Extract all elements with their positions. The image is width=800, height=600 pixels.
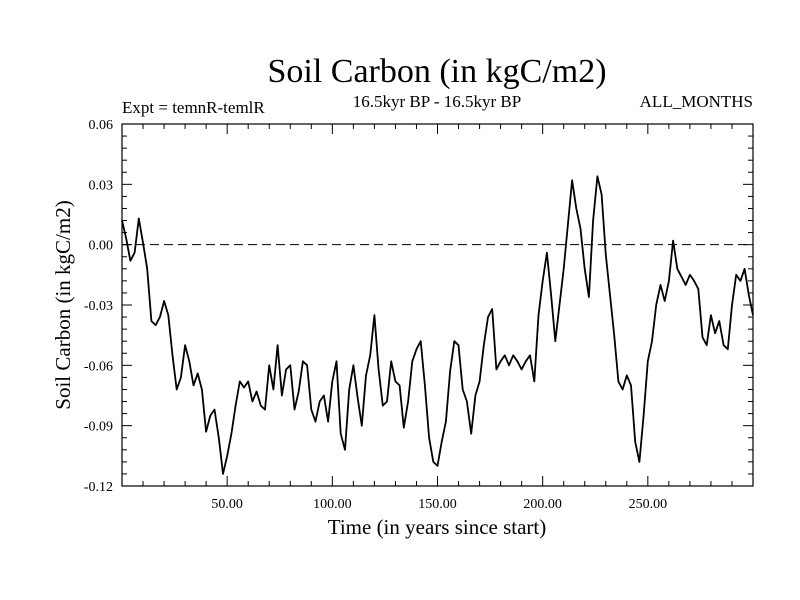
x-tick-label: 100.00 [313, 497, 352, 512]
y-tick-label: 0.06 [89, 118, 114, 133]
y-tick-label: 0.00 [89, 239, 114, 254]
y-axis-label: Soil Carbon (in kgC/m2) [51, 200, 75, 409]
x-axis-label: Time (in years since start) [328, 515, 547, 539]
x-tick-label: 50.00 [211, 497, 243, 512]
months-label: ALL_MONTHS [640, 92, 753, 111]
period-label: 16.5kyr BP - 16.5kyr BP [353, 92, 521, 111]
x-tick-label: 200.00 [523, 497, 562, 512]
y-tick-label: -0.12 [84, 480, 113, 495]
plot-frame [121, 123, 754, 487]
y-tick-label: -0.06 [84, 359, 113, 374]
soil-carbon-series-line [121, 175, 754, 475]
y-tick-label: -0.03 [84, 299, 113, 314]
experiment-label: Expt = temnR-temlR [122, 98, 265, 117]
y-tick-labels: -0.12 -0.09 -0.06 -0.03 0.00 0.03 0.06 [84, 118, 113, 495]
x-tick-label: 250.00 [629, 497, 668, 512]
y-tick-label: 0.03 [89, 178, 114, 193]
y-tick-label: -0.09 [84, 420, 113, 435]
x-tick-labels: 50.00 100.00 150.00 200.00 250.00 [211, 497, 667, 512]
x-tick-label: 150.00 [418, 497, 457, 512]
chart-title: Soil Carbon (in kgC/m2) [267, 53, 606, 90]
